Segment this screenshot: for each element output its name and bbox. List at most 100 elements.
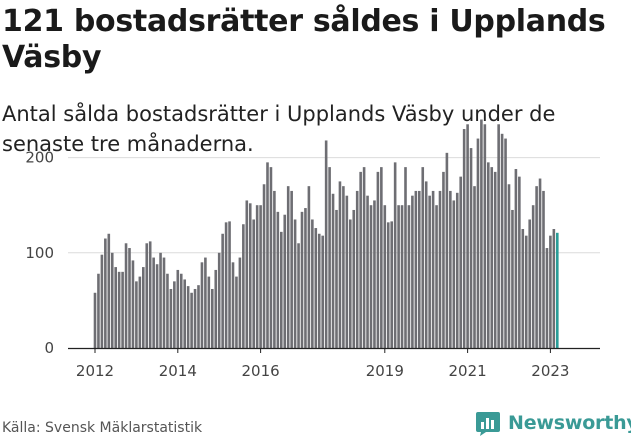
bar-chart: 0 100 200 2012 2014 2016 2019 2021 2023 121 — [25, 0, 600, 380]
bar-47 — [255, 205, 259, 348]
bar-61 — [304, 208, 307, 348]
chart-title: 121 bostadsrätter såldes i Upplands Väsb… — [2, 4, 606, 75]
newsworthy-logo-icon — [476, 412, 500, 436]
bar-69 — [331, 193, 335, 348]
bar-125 — [524, 235, 528, 348]
bar-31 — [200, 262, 204, 348]
bar-124 — [521, 229, 525, 348]
bar-113 — [483, 124, 487, 348]
bar-73 — [345, 195, 349, 348]
bar-70 — [335, 209, 338, 348]
bar-59 — [297, 243, 300, 348]
bar-76 — [355, 190, 359, 348]
bar-101 — [442, 171, 445, 348]
bar-87 — [393, 162, 397, 348]
bar-77 — [359, 171, 362, 348]
bar-131 — [545, 248, 549, 348]
bar-4 — [107, 233, 111, 348]
bar-79 — [366, 195, 369, 348]
bar-34 — [211, 288, 214, 348]
bar-106 — [459, 176, 462, 348]
bar-119 — [504, 138, 507, 348]
y-tick-label-0: 0 — [44, 339, 54, 357]
bar-54 — [280, 231, 283, 348]
bar-100 — [438, 190, 442, 348]
bar-129 — [538, 178, 542, 348]
bar-134 — [556, 232, 559, 348]
bar-18 — [155, 264, 159, 348]
bar-65 — [317, 233, 321, 348]
bar-10 — [128, 248, 131, 348]
bar-132 — [549, 235, 552, 348]
bar-8 — [121, 271, 124, 348]
bar-116 — [493, 171, 497, 348]
bar-27 — [186, 286, 190, 348]
x-tick-label-2016: 2016 — [242, 362, 280, 380]
bar-43 — [242, 224, 245, 348]
bar-45 — [248, 203, 252, 348]
bar-62 — [307, 186, 311, 348]
bar-33 — [207, 276, 211, 348]
bar-25 — [179, 273, 183, 348]
bar-75 — [352, 209, 356, 348]
x-tick-label-2012: 2012 — [76, 362, 114, 380]
bar-21 — [166, 273, 169, 348]
bar-40 — [231, 262, 235, 348]
bar-128 — [535, 186, 538, 348]
bar-95 — [421, 167, 425, 348]
bar-72 — [342, 186, 345, 348]
brand-logo[interactable]: Newsworthy — [475, 406, 631, 440]
annotation-last-value: 121 — [559, 0, 591, 5]
bar-126 — [528, 219, 531, 348]
bar-36 — [217, 252, 221, 348]
bar-99 — [435, 205, 438, 348]
bar-111 — [476, 138, 480, 348]
bar-13 — [138, 276, 142, 348]
source-note: Källa: Svensk Mäklarstatistik — [2, 420, 203, 436]
bar-5 — [110, 252, 114, 348]
bar-117 — [497, 124, 500, 348]
bar-67 — [324, 140, 328, 348]
bar-51 — [269, 167, 273, 348]
bar-7 — [117, 271, 121, 348]
bar-35 — [214, 269, 218, 348]
bar-11 — [131, 260, 135, 348]
bar-6 — [114, 267, 117, 348]
bar-130 — [542, 190, 545, 348]
bar-74 — [349, 219, 352, 348]
bar-49 — [262, 184, 266, 348]
bar-110 — [473, 186, 476, 348]
bar-121 — [511, 209, 514, 348]
bar-96 — [424, 181, 428, 348]
bar-50 — [266, 162, 269, 348]
bar-103 — [449, 190, 452, 348]
bar-24 — [176, 269, 180, 348]
bar-series — [93, 119, 559, 349]
bar-26 — [183, 279, 186, 348]
bar-85 — [386, 222, 390, 348]
bar-123 — [518, 176, 521, 348]
bar-46 — [252, 219, 255, 348]
bar-63 — [311, 219, 314, 348]
bar-37 — [221, 233, 224, 348]
bar-114 — [487, 162, 490, 348]
bar-91 — [407, 205, 411, 348]
bar-80 — [369, 205, 373, 348]
bar-39 — [228, 221, 231, 348]
bar-0 — [93, 292, 97, 348]
bar-83 — [380, 167, 383, 348]
bar-3 — [104, 238, 107, 348]
bar-118 — [500, 133, 504, 348]
x-axis: 2012 2014 2016 2019 2021 2023 — [68, 347, 600, 380]
brand-name: Newsworthy — [508, 412, 631, 434]
bar-71 — [338, 181, 342, 348]
bar-41 — [235, 276, 238, 348]
bar-105 — [455, 192, 459, 348]
bar-93 — [414, 190, 418, 348]
bar-1 — [97, 273, 100, 348]
bar-17 — [152, 257, 155, 348]
bar-57 — [290, 190, 293, 348]
bar-102 — [445, 152, 449, 348]
bar-98 — [431, 190, 435, 348]
bar-20 — [162, 257, 166, 348]
